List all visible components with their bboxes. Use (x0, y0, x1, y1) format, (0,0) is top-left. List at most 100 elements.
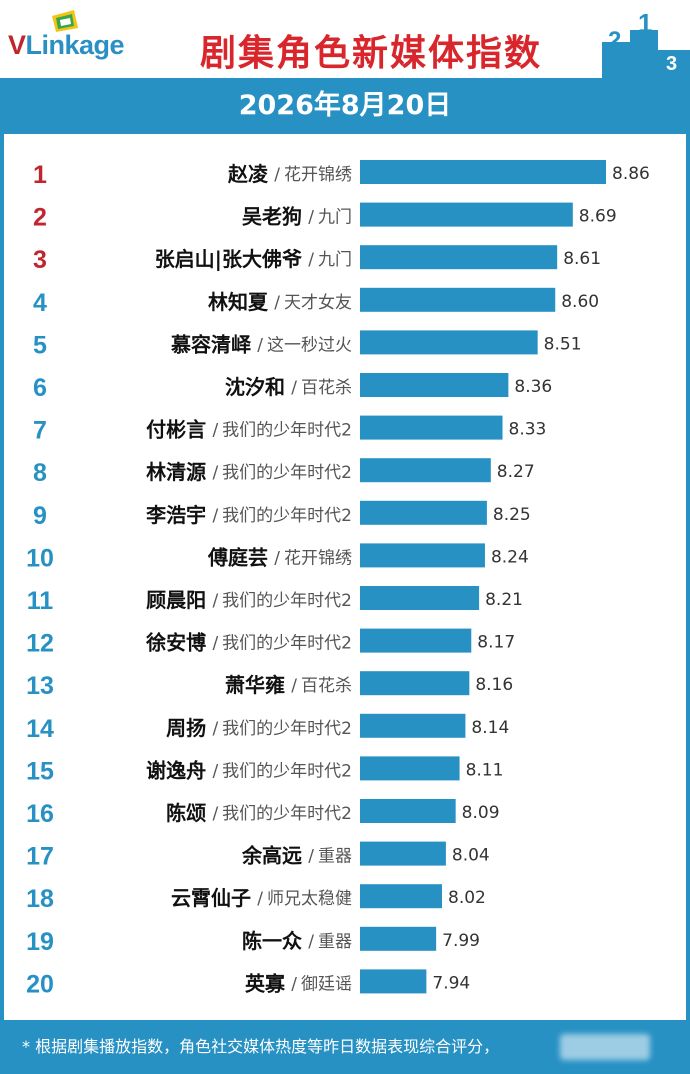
podium-number-3: 3 (666, 53, 677, 75)
podium-icon: 2 1 3 (602, 8, 690, 78)
show-label: 花开锦绣 (284, 548, 352, 568)
separator-slash: / (308, 208, 314, 228)
bar (360, 500, 487, 525)
bar (360, 969, 427, 994)
show-label: 重器 (318, 847, 352, 867)
rank-label: 12 (26, 630, 54, 658)
separator-slash: / (212, 804, 218, 824)
bar (360, 543, 485, 568)
logo-letter-v: V (8, 30, 26, 60)
bar (360, 287, 556, 312)
podium-number-2: 2 (608, 27, 621, 54)
character-name: 余高远 (241, 844, 302, 868)
rank-label: 8 (33, 459, 47, 487)
separator-slash: / (257, 889, 263, 909)
character-name: 陈一众 (242, 929, 302, 953)
character-name: 林知夏 (208, 290, 269, 314)
separator-slash: / (308, 250, 314, 270)
value-label: 8.02 (448, 888, 486, 908)
character-name: 慕容清峄 (171, 332, 252, 356)
value-label: 8.11 (466, 760, 504, 780)
show-label: 我们的少年时代2 (222, 719, 352, 739)
bar (360, 841, 446, 866)
character-name: 李浩宇 (145, 503, 206, 527)
rank-label: 20 (26, 970, 54, 998)
rank-label: 1 (33, 161, 47, 189)
bar (360, 628, 472, 653)
left-border (0, 134, 4, 1020)
bar (360, 586, 480, 610)
character-name: 周扬 (166, 716, 206, 740)
bar (360, 245, 558, 270)
logo-text: VLinkage (8, 30, 125, 60)
bar (360, 330, 538, 355)
show-label: 我们的少年时代2 (222, 463, 352, 483)
rank-label: 11 (27, 587, 54, 615)
separator-slash: / (291, 378, 297, 398)
rank-label: 13 (26, 672, 54, 700)
show-label: 九门 (318, 250, 352, 270)
character-name: 林清源 (146, 460, 206, 484)
character-name: 赵凌 (227, 162, 269, 186)
value-label: 8.36 (514, 377, 552, 397)
separator-slash: / (308, 847, 314, 867)
bar (360, 415, 503, 440)
rank-label: 19 (26, 928, 54, 956)
value-label: 8.17 (477, 633, 515, 653)
value-label: 8.51 (544, 334, 582, 354)
value-label: 8.60 (561, 292, 599, 312)
character-name: 英寡 (245, 971, 286, 995)
character-name: 陈颂 (166, 801, 206, 825)
value-label: 8.86 (612, 164, 650, 184)
rank-label: 2 (33, 204, 47, 232)
rank-label: 15 (26, 757, 54, 785)
character-name: 萧华雍 (225, 673, 285, 697)
rank-label: 10 (26, 544, 54, 572)
rank-label: 3 (33, 246, 47, 274)
header: VLinkage 剧集角色新媒体指数 2 1 3 (0, 0, 690, 78)
date-text: 2026年8月20日 (238, 90, 452, 121)
logo-letters-linkage: Linkage (25, 30, 125, 60)
character-name: 顾晨阳 (146, 588, 206, 612)
value-label: 8.09 (462, 803, 500, 823)
bar (360, 373, 509, 397)
rank-label: 17 (26, 843, 54, 871)
rank-label: 16 (26, 800, 54, 828)
rank-label: 18 (26, 885, 54, 913)
separator-slash: / (257, 335, 263, 355)
separator-slash: / (212, 634, 218, 654)
character-name: 谢逸舟 (146, 758, 206, 782)
separator-slash: / (212, 719, 218, 739)
rank-label: 5 (33, 331, 47, 359)
footer-note: * 根据剧集播放指数，角色社交媒体热度等昨日数据表现综合评分， (22, 1037, 500, 1056)
bar (360, 458, 491, 483)
value-label: 8.21 (485, 590, 523, 610)
separator-slash: / (274, 548, 280, 568)
show-label: 百花杀 (301, 676, 352, 696)
separator-slash: / (212, 463, 218, 483)
value-label: 8.14 (471, 718, 509, 738)
show-label: 花开锦绣 (284, 165, 352, 185)
bar (360, 160, 606, 184)
bar (360, 202, 573, 227)
page-title: 剧集角色新媒体指数 (200, 33, 543, 74)
character-name: 吴老狗 (242, 205, 302, 229)
show-label: 我们的少年时代2 (222, 804, 352, 824)
value-label: 8.16 (475, 675, 513, 695)
right-border (686, 134, 690, 1020)
separator-slash: / (274, 293, 280, 313)
character-name: 云霄仙子 (171, 886, 251, 910)
rank-label: 7 (33, 417, 47, 445)
bar (360, 884, 442, 909)
show-label: 我们的少年时代2 (222, 421, 352, 441)
character-name: 张启山|张大佛爷 (155, 247, 303, 271)
bar (360, 756, 460, 781)
bar (360, 671, 470, 696)
value-label: 7.99 (442, 931, 480, 951)
separator-slash: / (308, 932, 314, 952)
character-name: 沈汐和 (225, 375, 285, 399)
rank-label: 4 (33, 289, 47, 317)
show-label: 师兄太稳健 (267, 889, 352, 909)
value-label: 8.04 (452, 846, 490, 866)
podium-number-1: 1 (638, 8, 652, 38)
